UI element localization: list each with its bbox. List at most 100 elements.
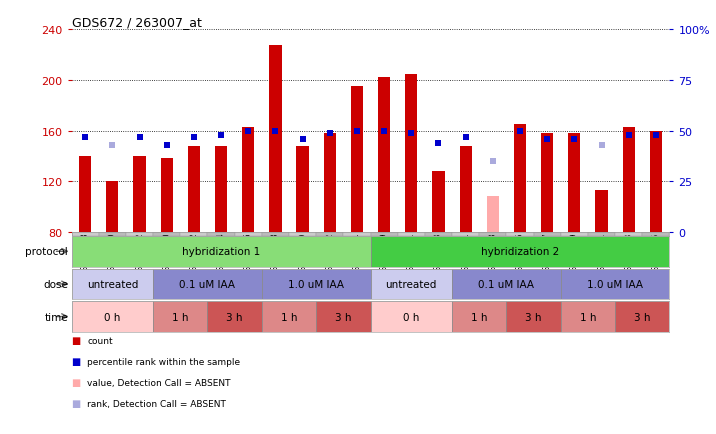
Text: GSM18290: GSM18290 [163, 232, 171, 276]
Text: count: count [87, 336, 113, 345]
Text: GSM18302: GSM18302 [325, 232, 334, 276]
Bar [351, 87, 363, 232]
Bar [506, 232, 533, 237]
Bar [452, 269, 561, 299]
Bar [561, 269, 669, 299]
Bar [432, 171, 445, 232]
Bar [72, 269, 153, 299]
Text: untreated: untreated [87, 279, 138, 289]
Bar [371, 237, 669, 267]
Bar [397, 232, 425, 237]
Text: GSM18292: GSM18292 [190, 232, 198, 276]
Bar [215, 146, 227, 232]
Text: percentile rank within the sample: percentile rank within the sample [87, 357, 241, 366]
Text: ■: ■ [72, 378, 81, 387]
Bar [569, 134, 581, 232]
Bar [133, 157, 145, 232]
Text: 0 h: 0 h [403, 312, 420, 322]
Bar [269, 46, 281, 232]
Bar [289, 232, 316, 237]
Text: 1 h: 1 h [471, 312, 488, 322]
Text: 3 h: 3 h [526, 312, 542, 322]
Text: GSM18231: GSM18231 [407, 232, 416, 276]
Text: protocol: protocol [25, 247, 68, 256]
Text: rank, Detection Call = ABSENT: rank, Detection Call = ABSENT [87, 399, 226, 408]
Bar [235, 232, 262, 237]
Text: value, Detection Call = ABSENT: value, Detection Call = ABSENT [87, 378, 231, 387]
Bar [72, 302, 153, 332]
Text: 1 h: 1 h [281, 312, 297, 322]
Bar [561, 232, 588, 237]
Text: GSM18296: GSM18296 [243, 232, 253, 276]
Text: GSM18297: GSM18297 [543, 232, 551, 276]
Bar [405, 75, 417, 232]
Bar [487, 197, 499, 232]
Bar [596, 191, 608, 232]
Bar [153, 232, 180, 237]
Text: GSM18230: GSM18230 [108, 232, 117, 276]
Text: 1.0 uM IAA: 1.0 uM IAA [587, 279, 643, 289]
Bar [324, 134, 336, 232]
Bar [615, 302, 669, 332]
Text: untreated: untreated [386, 279, 437, 289]
Text: GSM18299: GSM18299 [570, 232, 579, 276]
Bar [99, 232, 126, 237]
Bar [262, 269, 371, 299]
Text: ■: ■ [72, 357, 81, 366]
Text: GSM18295: GSM18295 [516, 232, 525, 276]
Text: GSM18293: GSM18293 [488, 232, 498, 276]
Bar [460, 146, 472, 232]
Text: GSM18304: GSM18304 [352, 232, 362, 276]
Text: 1 h: 1 h [580, 312, 596, 322]
Bar [153, 302, 208, 332]
Bar [262, 232, 289, 237]
Bar [378, 78, 390, 232]
Text: 3 h: 3 h [226, 312, 243, 322]
Bar [452, 302, 506, 332]
Bar [371, 302, 452, 332]
Bar [561, 302, 615, 332]
Text: GSM18303: GSM18303 [624, 232, 633, 276]
Text: GSM18228: GSM18228 [81, 232, 90, 276]
Text: GSM18233: GSM18233 [434, 232, 443, 276]
Text: GSM18305: GSM18305 [652, 232, 660, 276]
Text: GSM18294: GSM18294 [216, 232, 226, 276]
Text: GDS672 / 263007_at: GDS672 / 263007_at [72, 16, 201, 29]
Text: 3 h: 3 h [634, 312, 651, 322]
Bar [180, 232, 208, 237]
Bar [541, 134, 553, 232]
Text: 0.1 uM IAA: 0.1 uM IAA [478, 279, 534, 289]
Text: GSM18301: GSM18301 [597, 232, 606, 276]
Bar [188, 146, 200, 232]
Text: GSM18298: GSM18298 [271, 232, 280, 276]
Bar [72, 232, 99, 237]
Bar [623, 128, 635, 232]
Bar [72, 237, 371, 267]
Bar [649, 131, 662, 232]
Bar [344, 232, 371, 237]
Text: ■: ■ [72, 336, 81, 345]
Text: 0.1 uM IAA: 0.1 uM IAA [180, 279, 236, 289]
Bar [371, 232, 397, 237]
Text: 0 h: 0 h [104, 312, 120, 322]
Text: GSM18232: GSM18232 [135, 232, 144, 276]
Bar [126, 232, 153, 237]
Text: hybridization 2: hybridization 2 [481, 247, 559, 256]
Bar [316, 302, 371, 332]
Bar [296, 146, 309, 232]
Bar [615, 232, 642, 237]
Bar [479, 232, 506, 237]
Bar [371, 269, 452, 299]
Text: 1.0 uM IAA: 1.0 uM IAA [288, 279, 344, 289]
Text: GSM18291: GSM18291 [461, 232, 470, 276]
Text: time: time [44, 312, 68, 322]
Text: ■: ■ [72, 398, 81, 408]
Bar [208, 232, 235, 237]
Text: 3 h: 3 h [335, 312, 352, 322]
Text: 1 h: 1 h [172, 312, 188, 322]
Bar [452, 232, 479, 237]
Bar [514, 125, 526, 232]
Bar [588, 232, 615, 237]
Bar [533, 232, 561, 237]
Bar [425, 232, 452, 237]
